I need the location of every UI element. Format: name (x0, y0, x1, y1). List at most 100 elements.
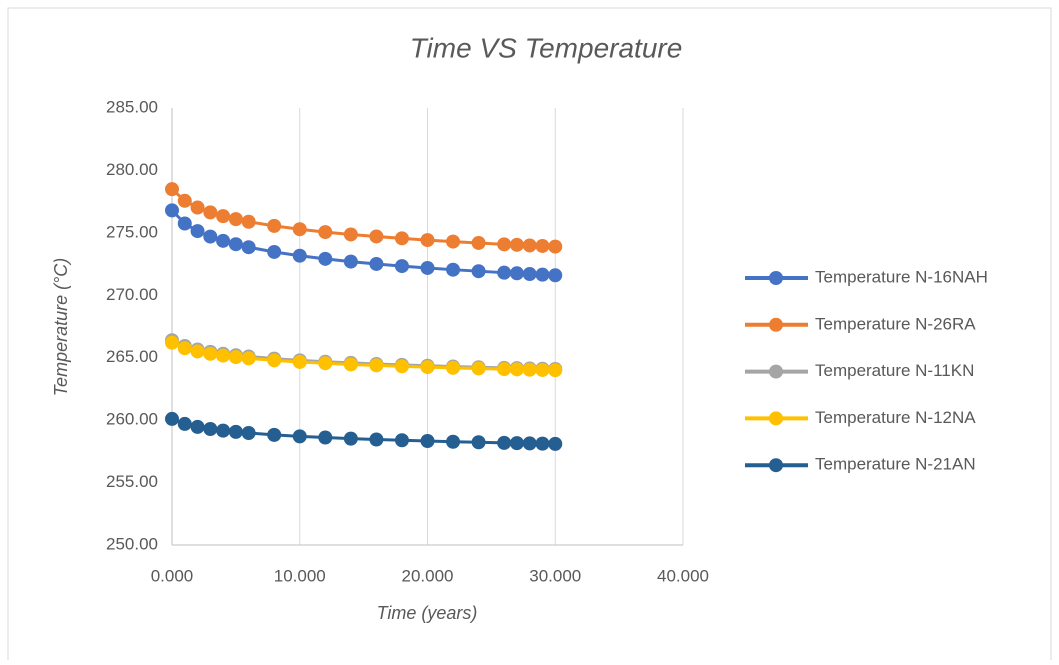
legend-marker (769, 317, 783, 332)
data-point (177, 193, 192, 208)
legend-marker (769, 271, 783, 285)
data-point (420, 233, 435, 248)
data-point (267, 218, 282, 233)
data-point (190, 419, 205, 434)
data-point (190, 200, 205, 215)
legend-marker (769, 364, 783, 379)
data-point (228, 237, 243, 252)
x-tick-label: 20.000 (402, 566, 454, 585)
data-point (369, 358, 384, 373)
y-tick-label: 265.00 (106, 347, 158, 366)
chart-border (7, 7, 1052, 665)
data-point (203, 346, 218, 361)
data-point (318, 225, 333, 240)
y-tick-label: 280.00 (106, 160, 158, 179)
data-point (522, 238, 537, 253)
data-point (535, 267, 550, 282)
y-tick-label: 285.00 (106, 97, 158, 116)
data-point (535, 436, 550, 451)
x-tick-label: 40.000 (657, 566, 709, 585)
legend-marker (769, 458, 783, 473)
data-point (420, 360, 435, 375)
data-point (446, 360, 461, 375)
data-point (548, 239, 563, 254)
data-point (165, 203, 179, 218)
data-point (292, 354, 307, 369)
data-point (471, 235, 486, 250)
x-tick-label: 30.000 (529, 566, 581, 585)
data-point (216, 209, 231, 224)
data-point (241, 240, 256, 255)
data-point (228, 424, 243, 439)
data-point (318, 251, 333, 266)
y-tick-label: 255.00 (106, 472, 158, 491)
legend-marker (769, 411, 783, 426)
data-point (241, 426, 256, 441)
data-point (522, 436, 537, 451)
y-tick-label: 275.00 (106, 222, 158, 241)
data-point (446, 262, 461, 277)
chart-title: Time VS Temperature (410, 32, 683, 63)
x-axis-title: Time (years) (377, 603, 478, 623)
data-point (343, 357, 358, 372)
data-point (535, 238, 550, 253)
data-point (509, 237, 524, 252)
data-point (318, 430, 333, 445)
data-point (177, 341, 192, 356)
data-point (420, 260, 435, 275)
data-point (497, 265, 512, 280)
data-point (369, 256, 384, 271)
legend-label: Temperature N-26RA (815, 314, 976, 333)
x-tick-label: 0.000 (151, 566, 194, 585)
data-point (228, 212, 243, 227)
data-point (343, 227, 358, 242)
data-point (267, 353, 282, 368)
data-point (471, 435, 486, 450)
data-point (394, 359, 409, 374)
y-axis-title: Temperature (°C) (51, 258, 71, 397)
data-point (203, 229, 218, 244)
data-point (267, 427, 282, 442)
data-point (509, 362, 524, 377)
legend-label: Temperature N-16NAH (815, 267, 988, 286)
data-point (228, 350, 243, 365)
data-point (190, 224, 205, 239)
data-point (267, 244, 282, 259)
data-point (548, 268, 563, 283)
legend-label: Temperature N-21AN (815, 455, 976, 474)
data-point (548, 363, 563, 378)
data-point (292, 429, 307, 444)
data-point (216, 348, 231, 363)
data-point (318, 356, 333, 371)
data-point (509, 436, 524, 451)
data-point (165, 411, 179, 426)
data-point (165, 335, 179, 350)
data-point (497, 237, 512, 252)
data-point (216, 233, 231, 248)
legend-label: Temperature N-11KN (815, 361, 974, 380)
data-point (177, 216, 192, 231)
data-point (343, 254, 358, 269)
data-point (394, 231, 409, 246)
data-point (509, 266, 524, 281)
legend-label: Temperature N-12NA (815, 408, 976, 427)
data-point (535, 362, 550, 377)
data-point (497, 362, 512, 377)
data-point (394, 259, 409, 274)
data-point (394, 433, 409, 448)
data-point (203, 422, 218, 437)
data-point (292, 248, 307, 263)
y-tick-label: 250.00 (106, 534, 158, 553)
data-point (522, 267, 537, 282)
data-point (446, 234, 461, 249)
data-point (241, 214, 256, 229)
data-point (165, 182, 179, 197)
data-point (190, 344, 205, 359)
x-tick-label: 10.000 (274, 566, 326, 585)
data-point (203, 205, 218, 220)
data-point (369, 432, 384, 447)
data-point (471, 264, 486, 279)
data-point (548, 436, 563, 451)
data-point (177, 416, 192, 431)
